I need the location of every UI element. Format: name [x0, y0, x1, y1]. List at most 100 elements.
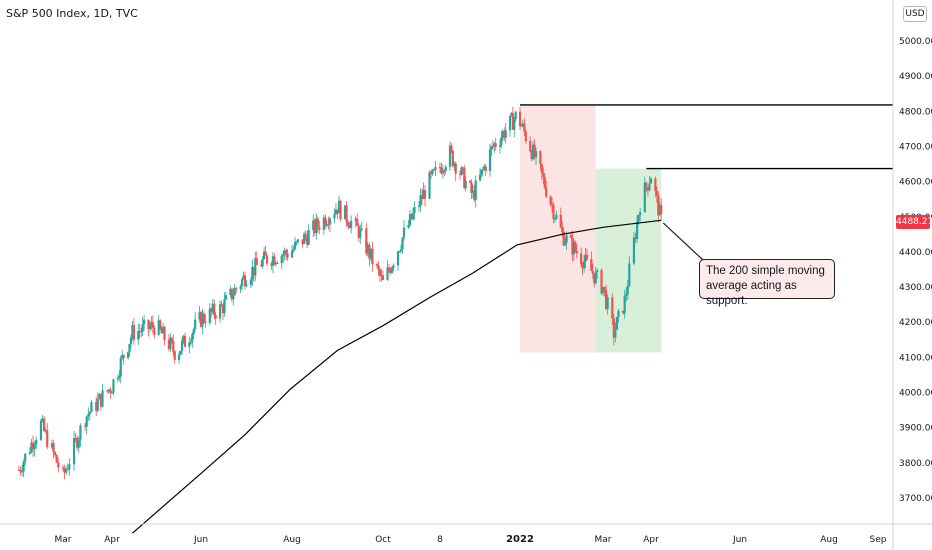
candle-body — [359, 229, 362, 238]
candle-body — [407, 225, 410, 228]
candle-body — [147, 319, 150, 330]
candle-body — [387, 267, 391, 271]
candle-body — [419, 195, 422, 207]
candle-body — [590, 259, 593, 271]
x-tick-label: Mar — [55, 535, 72, 545]
candle-body — [625, 294, 628, 296]
candle-body — [423, 190, 427, 199]
candle-body — [180, 340, 184, 351]
candle-body — [24, 453, 27, 462]
candle-body — [68, 464, 71, 470]
candle-body — [368, 244, 371, 259]
candle-body — [151, 322, 154, 328]
candle-body — [254, 258, 257, 276]
candle-body — [348, 225, 351, 229]
candle-body — [88, 412, 91, 415]
candle-body — [639, 212, 642, 216]
candle-body — [561, 227, 564, 232]
candle-body — [201, 313, 204, 327]
candle-body — [371, 248, 374, 265]
candle-body — [594, 271, 597, 284]
candle-body — [417, 206, 421, 208]
candle-body — [634, 237, 637, 240]
candle-body — [501, 131, 504, 138]
candle-body — [313, 220, 316, 234]
candle-body — [150, 322, 153, 327]
candle-body — [72, 437, 76, 465]
candle-body — [591, 270, 594, 274]
candle-body — [514, 111, 517, 120]
candle-body — [559, 214, 562, 228]
candle-body — [401, 237, 404, 250]
candle-body — [614, 329, 617, 338]
candle-body — [534, 151, 538, 158]
y-tick-label: 4700.00 — [899, 142, 932, 152]
candle-body — [350, 220, 353, 229]
candle-body — [606, 297, 609, 309]
x-tick-label: Apr — [643, 535, 659, 545]
candle-body — [46, 430, 49, 448]
candle-body — [204, 321, 207, 324]
candle-body — [510, 113, 513, 116]
candle-body — [575, 250, 578, 254]
candle-body — [153, 327, 156, 335]
candle-body — [271, 256, 275, 266]
x-tick-label: Sep — [870, 535, 887, 545]
candle-body — [84, 425, 87, 427]
candle-body — [35, 439, 38, 445]
candle-body — [283, 250, 286, 255]
candle-body — [242, 275, 245, 280]
candle-body — [603, 286, 606, 290]
y-tick-label: 4400.00 — [899, 248, 932, 258]
candle-body — [530, 151, 533, 160]
candle-body — [87, 414, 90, 417]
candle-body — [285, 250, 288, 254]
candle-body — [473, 190, 476, 200]
candle-body — [137, 331, 140, 340]
candle-body — [191, 334, 194, 343]
candle-body — [471, 190, 474, 193]
candle-body — [454, 163, 457, 174]
candle-body — [160, 328, 163, 334]
candle-body — [600, 270, 603, 294]
candle-body — [76, 437, 79, 448]
candle-body — [540, 164, 543, 174]
y-tick-label: 4000.00 — [899, 389, 932, 399]
candle-body — [413, 207, 416, 214]
candle-body — [513, 119, 516, 130]
candle-body — [318, 226, 321, 230]
currency-badge[interactable]: USD — [903, 6, 927, 22]
candle-body — [126, 352, 130, 359]
candle-body — [179, 350, 182, 355]
candle-body — [498, 144, 502, 147]
y-tick-label: 3700.00 — [899, 494, 932, 504]
candle-body — [649, 178, 653, 184]
candle-body — [44, 430, 47, 432]
candle-body — [39, 420, 43, 440]
callout-pointer — [662, 222, 704, 261]
annotation-callout[interactable]: The 200 simple moving average acting as … — [699, 259, 835, 307]
candle-body — [19, 470, 22, 472]
candle-body — [324, 217, 327, 226]
candle-body — [555, 214, 558, 219]
candle-body — [173, 351, 176, 360]
candle-body — [347, 222, 350, 226]
candle-body — [584, 254, 587, 262]
candle-body — [161, 326, 165, 334]
candle-body — [377, 265, 380, 270]
candle-body — [210, 308, 213, 312]
candle-body — [463, 168, 466, 189]
candle-body — [235, 288, 238, 290]
candle-body — [581, 264, 584, 269]
candle-body — [443, 170, 446, 172]
candle-body — [307, 229, 310, 245]
candle-body — [574, 242, 577, 251]
candle-body — [211, 303, 214, 312]
candle-body — [572, 242, 575, 255]
candle-body — [52, 443, 55, 453]
candle-body — [375, 264, 379, 266]
candle-body — [494, 143, 497, 147]
candle-body — [408, 214, 412, 226]
candle-body — [366, 244, 369, 254]
